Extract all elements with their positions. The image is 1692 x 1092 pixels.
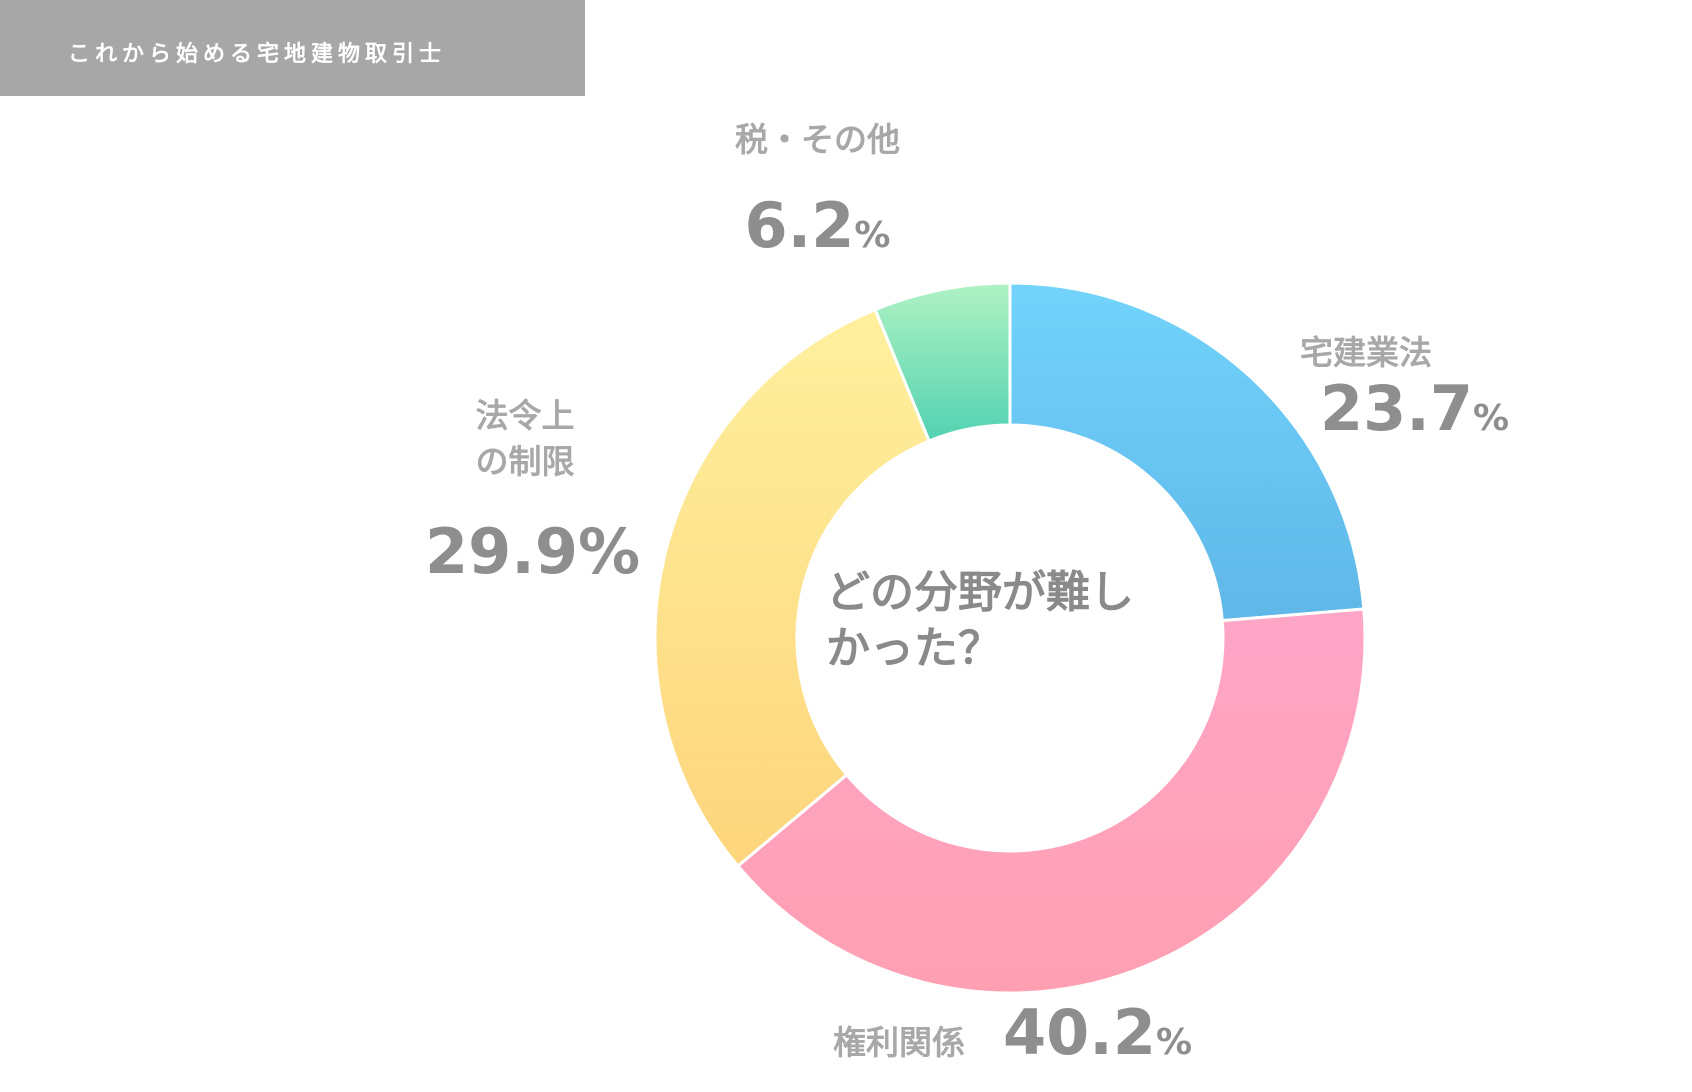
percent-sign: % [1155,1022,1193,1063]
slice-takken [1008,281,1366,623]
slice-label-kenri-value: 40.2% [1003,998,1192,1068]
percent-sign: % [854,215,891,256]
data-label-tax: 6.2 [744,189,855,262]
chart-title-line-2: かった？ [826,623,1002,674]
slice-label-hourei-name-2: の制限 [475,442,575,481]
data-label-hourei: 29.9 [425,515,578,588]
slice-label-hourei-name-1: 法令上 [475,396,575,435]
chart-title-line-1: どの分野が難し [826,567,1134,618]
slice-label-kenri: 権利関係 40.2% [833,998,1192,1068]
slice-kenri [735,607,1367,995]
slice-label-takken-name: 宅建業法 [1300,333,1432,372]
slice-label-hourei: 法令上 の制限 29.9% [425,393,640,588]
data-label-takken: 23.7 [1320,372,1473,445]
chart-title: どの分野が難し かった？ [826,565,1206,677]
slice-label-tax-value: 6.2% [735,191,900,261]
site-banner: これから始める宅地建物取引士 [0,0,585,96]
percent-sign: % [1472,398,1510,439]
slice-label-hourei-value: 29.9% [425,515,640,588]
site-title: これから始める宅地建物取引士 [68,42,447,67]
slice-label-takken-value: 23.7% [1320,374,1509,444]
slice-label-tax: 税・その他 6.2% [735,117,900,261]
slice-label-takken: 宅建業法 23.7% [1300,330,1509,444]
slice-label-kenri-name: 権利関係 [833,1023,965,1062]
slice-tax [873,281,1012,443]
slice-hourei [653,307,932,869]
slice-label-tax-name: 税・その他 [735,120,900,159]
percent-sign: % [577,515,641,588]
data-label-kenri: 40.2 [1003,996,1156,1069]
